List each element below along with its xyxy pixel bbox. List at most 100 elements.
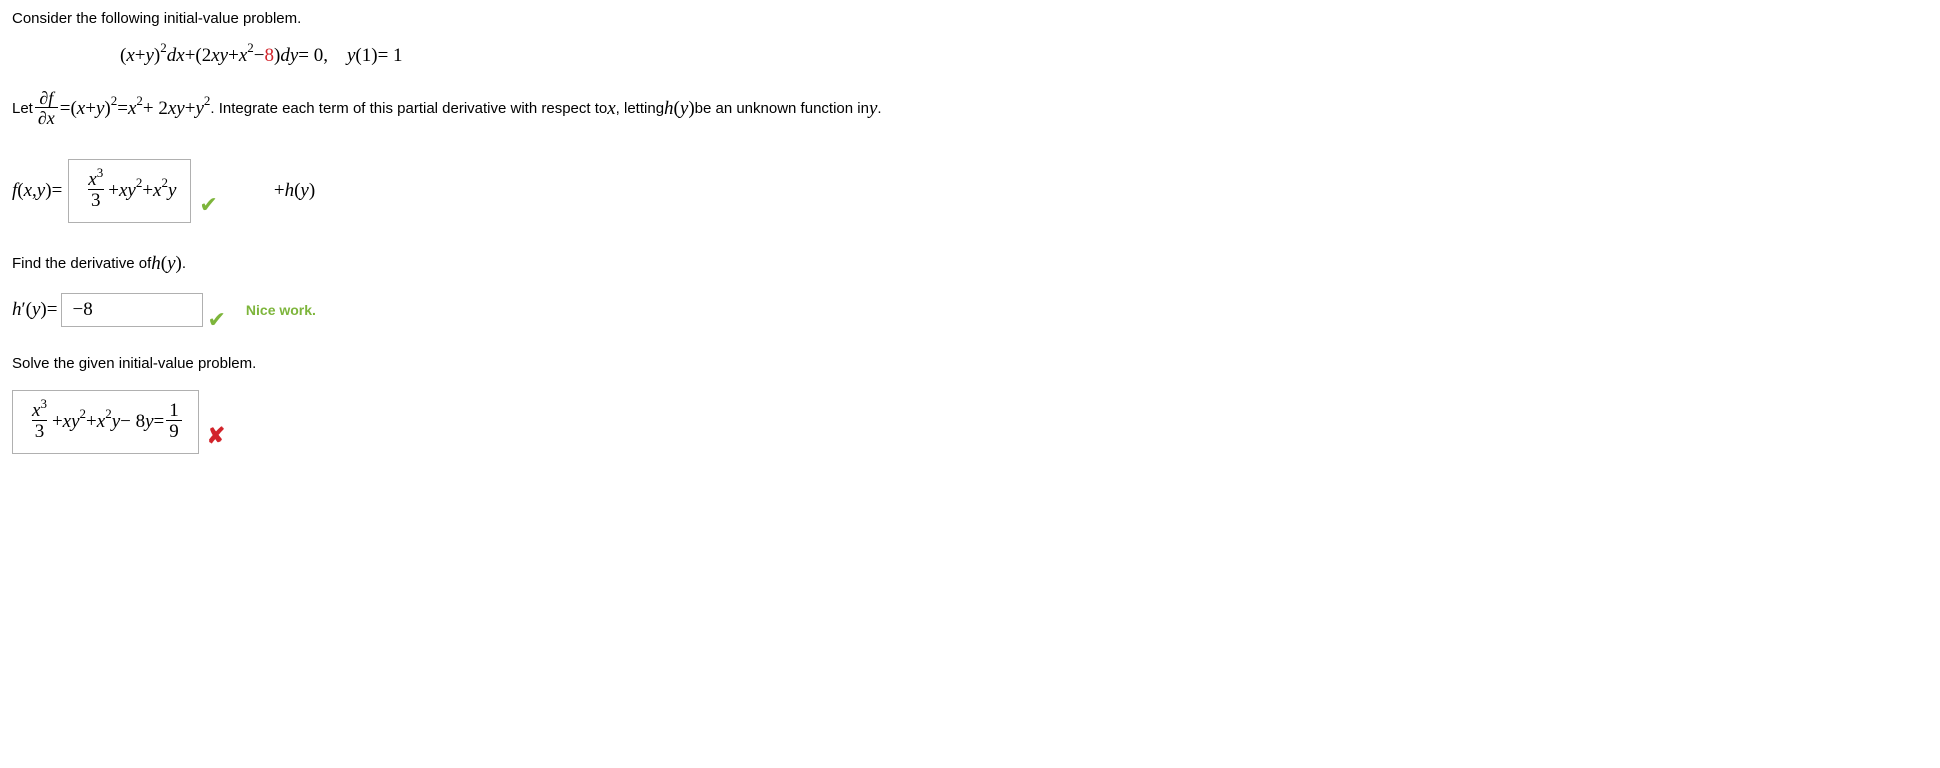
tail-text: , letting (616, 100, 664, 117)
var-x: x (77, 98, 85, 120)
plus: + (52, 411, 63, 433)
minus-8: − 8 (120, 411, 145, 433)
h: h (664, 98, 674, 120)
x3-over-3: x3 3 (29, 401, 50, 443)
fxy-answer-box[interactable]: x3 3 + x y 2 + x 2 y (68, 159, 191, 223)
check-icon: ✔ (207, 307, 225, 333)
final-answer-line: x3 3 + x y 2 + x 2 y − 8 y = 1 9 ✘ (12, 390, 1928, 454)
num-exp: 3 (40, 396, 47, 411)
y: y (168, 180, 176, 202)
exp-2: 2 (204, 93, 211, 109)
num-x: x (88, 169, 96, 190)
num-1: 1 (166, 401, 182, 420)
y-cond: y (347, 45, 355, 67)
var-y: y (96, 98, 104, 120)
eight: 8 (83, 299, 93, 321)
plus-2: + 2 (143, 98, 168, 120)
tail-text: be an unknown function in (695, 100, 869, 117)
plus: + (185, 45, 196, 67)
y: y (127, 180, 135, 202)
x3-over-3: x3 3 (85, 170, 106, 212)
dx: dx (167, 45, 185, 67)
find-h-label: Find the derivative of (12, 255, 151, 272)
var-y: y (300, 180, 308, 202)
var-y: y (195, 98, 203, 120)
fxy-line: f ( x , y ) = x3 3 + x y 2 + x 2 y ✔ + h… (12, 159, 1928, 223)
minus: − (72, 299, 83, 321)
tail-text: . Integrate each term of this partial de… (210, 100, 607, 117)
den-9: 9 (166, 420, 182, 443)
xy: xy (211, 45, 228, 67)
var-y: y (145, 45, 153, 67)
exp-2: 2 (247, 40, 254, 56)
hprime-answer-box[interactable]: −8 (61, 293, 203, 327)
exp-2: 2 (161, 175, 168, 191)
den-3: 3 (32, 420, 48, 443)
find-h-text: Find the derivative of h ( y ) . (12, 253, 1928, 275)
var-y: y (167, 253, 175, 275)
minus: − (254, 45, 265, 67)
let-label: Let (12, 100, 33, 117)
plus: + (108, 180, 119, 202)
dot: . (182, 255, 186, 272)
var-x: x (128, 98, 136, 120)
let-line: Let ∂f ∂x = ( x + y ) 2 = x 2 + 2 xy + y… (12, 89, 1928, 129)
var-y: y (680, 98, 688, 120)
eight: 8 (264, 45, 274, 67)
num-exp: 3 (97, 165, 104, 180)
eq-one: = 1 (378, 45, 403, 67)
den-3: 3 (88, 189, 104, 212)
y: y (71, 411, 79, 433)
feedback-text: Nice work. (246, 302, 316, 318)
x: x (97, 411, 105, 433)
dy: dy (280, 45, 298, 67)
var-x: x (239, 45, 247, 67)
plus-h: + (274, 180, 285, 202)
intro: Consider the following initial-value pro… (12, 10, 301, 27)
h: h (12, 299, 22, 321)
two: 2 (202, 45, 212, 67)
df-dx-fraction: ∂f ∂x (35, 89, 58, 129)
h: h (151, 253, 161, 275)
x: x (63, 411, 71, 433)
x: x (153, 180, 161, 202)
eq: = (117, 98, 128, 120)
var-x: x (126, 45, 134, 67)
exp-2: 2 (136, 93, 143, 109)
rparen: ) (309, 180, 315, 202)
y: y (145, 411, 153, 433)
plus: + (185, 98, 196, 120)
exp-2: 2 (105, 406, 112, 422)
ivp-equation: ( x + y ) 2 dx + ( 2 xy + x 2 − 8 ) dy =… (120, 45, 1928, 67)
check-icon: ✔ (199, 192, 217, 218)
var-x: x (24, 180, 32, 202)
intro-text: Consider the following initial-value pro… (12, 10, 1928, 27)
df-den: ∂x (35, 107, 58, 129)
exp-2: 2 (136, 175, 143, 191)
plus: + (85, 98, 96, 120)
h: h (285, 180, 295, 202)
exp-2: 2 (160, 40, 167, 56)
hprime-line: h ′ ( y ) = −8 ✔ Nice work. (12, 293, 1928, 327)
plus: + (86, 411, 97, 433)
cross-icon: ✘ (207, 423, 225, 449)
eq: = (52, 180, 63, 202)
one-ninth: 1 9 (166, 401, 182, 443)
solve-text: Solve the given initial-value problem. (12, 355, 1928, 372)
exp-2: 2 (80, 406, 87, 422)
var-y: y (32, 299, 40, 321)
plus: + (228, 45, 239, 67)
var-x: x (607, 98, 615, 120)
eq: = (47, 299, 58, 321)
xy: xy (168, 98, 185, 120)
plus: + (135, 45, 146, 67)
eq-zero: = 0, (298, 45, 347, 67)
solve-label: Solve the given initial-value problem. (12, 355, 256, 372)
final-answer-box[interactable]: x3 3 + x y 2 + x 2 y − 8 y = 1 9 (12, 390, 199, 454)
var-y: y (37, 180, 45, 202)
one: 1 (362, 45, 372, 67)
eq: = (154, 411, 165, 433)
df-num: ∂f (36, 89, 56, 107)
var-y: y (869, 98, 877, 120)
eq: = (60, 98, 71, 120)
